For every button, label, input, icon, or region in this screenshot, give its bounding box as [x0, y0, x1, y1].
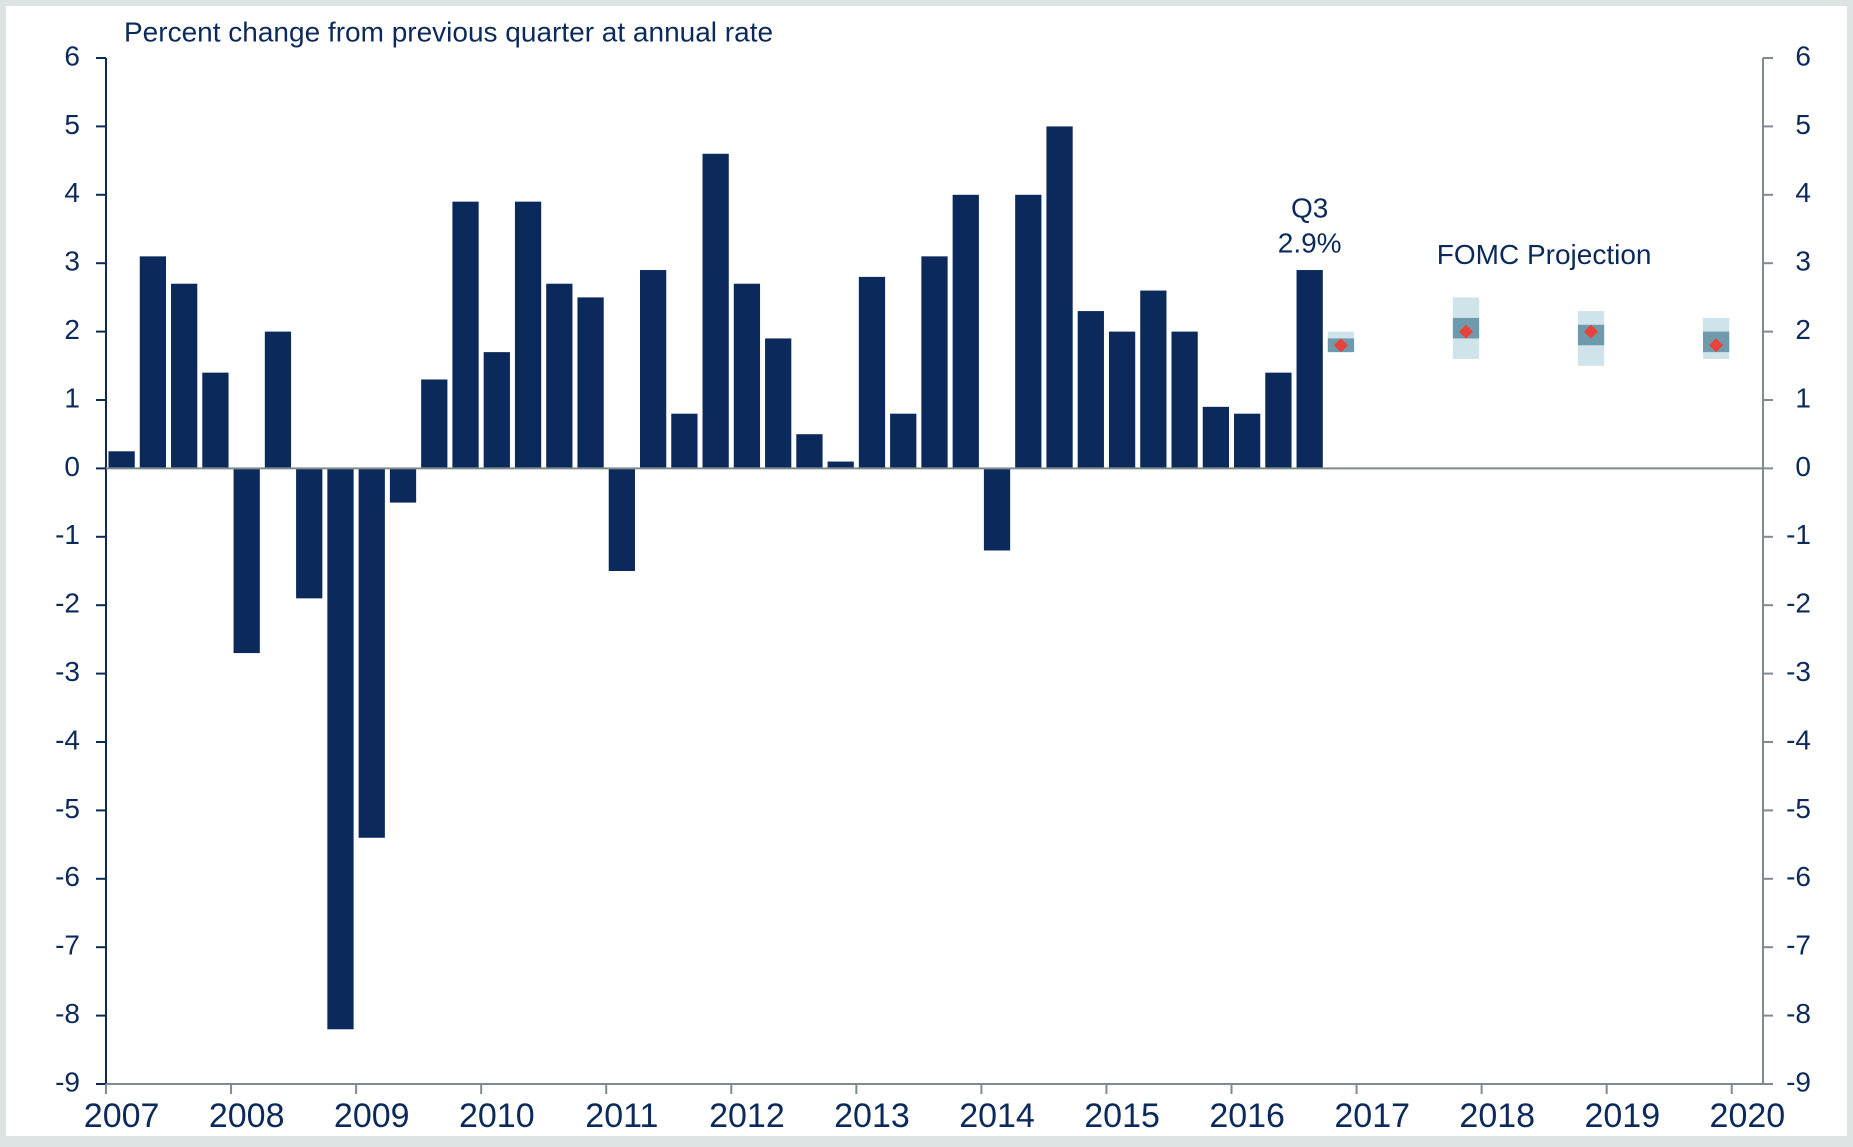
bar: [327, 468, 354, 1030]
bar: [921, 256, 948, 469]
y2-tick-label: -2: [1786, 588, 1811, 619]
bar: [858, 276, 886, 469]
bar: [671, 413, 698, 469]
median-marker: [1458, 324, 1473, 339]
value-label: 2.9%: [1278, 227, 1342, 258]
y2-tick-label: -1: [1786, 519, 1811, 550]
y-tick-label: 5: [64, 109, 80, 140]
bar: [1046, 126, 1073, 469]
y-tick-label: -2: [55, 588, 80, 619]
x-tick-label: 2017: [1334, 1097, 1410, 1135]
y2-tick-label: -3: [1786, 656, 1811, 687]
bar: [952, 194, 979, 469]
y-tick-label: -7: [55, 930, 80, 961]
x-tick-label: 2014: [959, 1097, 1035, 1135]
bar: [171, 283, 198, 469]
bar: [983, 468, 1011, 551]
bar: [733, 283, 761, 469]
bar: [389, 468, 417, 503]
bar: [452, 201, 479, 469]
y-tick-label: 2: [64, 314, 80, 345]
bar: [108, 451, 135, 469]
y-tick-label: -8: [55, 998, 80, 1029]
y2-tick-label: 4: [1795, 177, 1811, 208]
bar: [796, 434, 823, 469]
x-tick-label: 2016: [1209, 1097, 1285, 1135]
y2-tick-label: -6: [1786, 861, 1811, 892]
bar: [233, 468, 260, 654]
x-tick-label: 2019: [1584, 1097, 1660, 1135]
y2-tick-label: -9: [1786, 1066, 1811, 1097]
y-tick-label: -6: [55, 861, 80, 892]
y-tick-label: 4: [64, 177, 80, 208]
bar: [608, 468, 635, 571]
y-tick-label: 3: [64, 246, 80, 277]
y2-tick-label: 2: [1795, 314, 1811, 345]
y-tick-label: -5: [55, 793, 80, 824]
x-tick-label: 2013: [834, 1097, 910, 1135]
chart-background: [6, 6, 1847, 1136]
y-axis-label: Percent change from previous quarter at …: [124, 16, 773, 47]
bar: [1202, 406, 1230, 469]
x-tick-label: 2018: [1459, 1097, 1535, 1135]
y-tick-label: -9: [55, 1066, 80, 1097]
x-tick-label: 2010: [459, 1097, 535, 1135]
y-tick-label: -1: [55, 519, 80, 550]
x-tick-label: 2011: [585, 1097, 658, 1135]
y-tick-label: 1: [64, 382, 80, 413]
bar: [827, 461, 854, 469]
median-marker: [1709, 338, 1724, 353]
x-tick-label: 2009: [334, 1097, 410, 1135]
bar: [765, 338, 792, 469]
median-marker: [1333, 338, 1348, 353]
bar: [1108, 331, 1136, 469]
y2-tick-label: -4: [1786, 724, 1811, 755]
annotation: Q3: [1291, 192, 1328, 223]
bar: [202, 372, 229, 469]
bar: [483, 352, 510, 469]
y-tick-label: -3: [55, 656, 80, 687]
bar: [1077, 311, 1104, 469]
x-tick-label: 2008: [209, 1097, 285, 1135]
bar: [264, 331, 292, 469]
y-tick-label: -4: [55, 724, 80, 755]
bar: [514, 201, 542, 469]
bar: [639, 270, 667, 469]
y-tick-label: 0: [64, 451, 80, 482]
bar: [1296, 270, 1323, 469]
y2-tick-label: -5: [1786, 793, 1811, 824]
x-tick-label: 2020: [1710, 1097, 1786, 1135]
bar: [421, 379, 448, 469]
y2-tick-label: 1: [1795, 382, 1811, 413]
y2-tick-label: 0: [1795, 451, 1811, 482]
bar: [702, 153, 729, 469]
bar: [546, 283, 573, 469]
bar: [139, 256, 167, 469]
y2-tick-label: 5: [1795, 109, 1811, 140]
bar: [577, 297, 604, 469]
bar: [296, 468, 323, 599]
y2-tick-label: 3: [1795, 246, 1811, 277]
y2-tick-label: -8: [1786, 998, 1811, 1029]
x-tick-label: 2012: [709, 1097, 785, 1135]
bar: [1140, 290, 1167, 469]
bar: [1171, 331, 1198, 469]
bar: [1234, 413, 1261, 469]
bar: [890, 413, 917, 469]
annotation: FOMC Projection: [1437, 239, 1652, 270]
x-tick-label: 2015: [1084, 1097, 1160, 1135]
y2-tick-label: -7: [1786, 930, 1811, 961]
median-marker: [1584, 324, 1599, 339]
y2-tick-label: 6: [1795, 40, 1811, 71]
bar: [1015, 194, 1042, 469]
y-tick-label: 6: [64, 40, 80, 71]
x-tick-label: 2007: [84, 1097, 160, 1135]
bar: [358, 468, 385, 838]
bar: [1265, 372, 1292, 469]
